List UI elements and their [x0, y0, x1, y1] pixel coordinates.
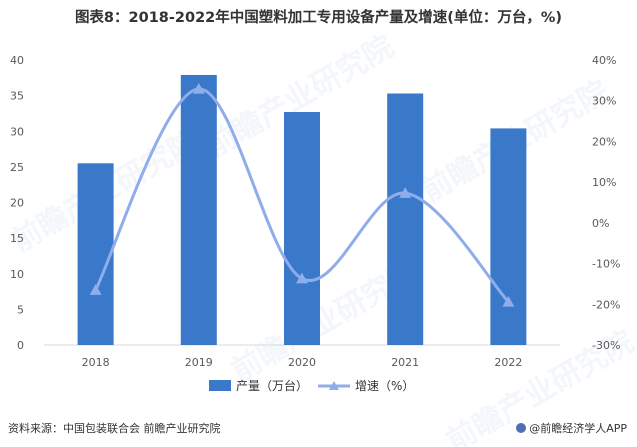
growth-point-2019 — [192, 82, 205, 94]
brand-text: @前瞻经济学人APP — [529, 422, 627, 435]
y-right-tick-label: -20% — [592, 298, 620, 311]
source-note: 资料来源：中国包装联合会 前瞻产业研究院 — [8, 422, 221, 435]
chart-title: 图表8：2018-2022年中国塑料加工专用设备产量及增速(单位：万台，%) — [74, 10, 563, 26]
brand-credit: @前瞻经济学人APP — [516, 420, 627, 436]
y-left-tick-label: 10 — [10, 268, 24, 281]
growth-point-2022 — [502, 295, 515, 307]
y-right-tick-label: 0% — [592, 217, 609, 230]
legend-swatch-bar — [209, 380, 231, 391]
y-left-tick-label: 25 — [10, 161, 24, 174]
legend: 产量（万台） 增速（%） — [209, 378, 414, 393]
bar-2018 — [77, 163, 114, 345]
y-right-tick-label: 30% — [592, 95, 616, 108]
x-tick-label: 2020 — [288, 356, 316, 369]
legend-label-bar: 产量（万台） — [236, 378, 308, 393]
y-left-tick-label: 0 — [17, 339, 24, 352]
brand-logo-icon — [516, 423, 527, 433]
growth-point-2018 — [89, 284, 102, 295]
y-left-tick-label: 20 — [10, 197, 24, 210]
y-left-tick-label: 35 — [10, 90, 24, 103]
y-left-tick-label: 40 — [10, 54, 24, 67]
y-right-tick-label: 40% — [592, 54, 616, 67]
growth-line — [94, 87, 510, 303]
x-tick-label: 2018 — [82, 356, 110, 369]
y-right-tick-label: -30% — [592, 339, 620, 352]
x-tick-label: 2021 — [391, 356, 419, 369]
bar-2020 — [284, 112, 320, 345]
bar-2022 — [490, 128, 527, 345]
y-left-tick-label: 15 — [10, 232, 24, 245]
bar-2021 — [387, 93, 424, 345]
y-right-tick-label: 10% — [592, 176, 616, 189]
bar-2019 — [180, 74, 217, 346]
y-left-tick-label: 5 — [17, 303, 24, 316]
plot-area: 0 5 10 15 20 25 30 35 40 -30% -20% -10% 0% 10% 20% 30% 4… — [10, 54, 620, 369]
y-left-tick-label: 30 — [10, 125, 24, 138]
growth-point-2021 — [399, 187, 412, 198]
y-right-tick-label: -10% — [592, 258, 620, 271]
growth-point-2020 — [296, 272, 308, 284]
y-right-tick-label: 20% — [592, 135, 616, 148]
legend-marker-triangle — [329, 381, 339, 390]
x-tick-label: 2022 — [494, 356, 522, 369]
legend-label-line: 增速（%） — [355, 379, 414, 393]
x-tick-label: 2019 — [185, 356, 213, 369]
